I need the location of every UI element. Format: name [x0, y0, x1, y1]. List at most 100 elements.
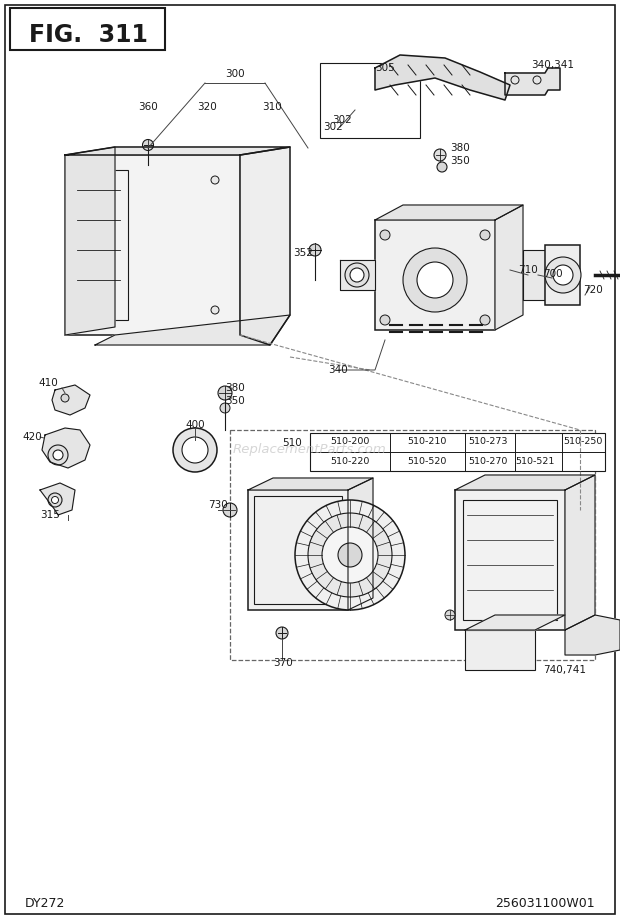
Polygon shape: [340, 260, 375, 290]
Text: 510-250: 510-250: [564, 437, 603, 447]
Circle shape: [434, 149, 446, 161]
Circle shape: [48, 445, 68, 465]
Circle shape: [173, 428, 217, 472]
Circle shape: [545, 257, 581, 293]
Text: 350: 350: [225, 396, 245, 406]
Circle shape: [445, 610, 455, 620]
Polygon shape: [565, 615, 620, 655]
Text: 370: 370: [273, 658, 293, 668]
Polygon shape: [455, 475, 595, 490]
Polygon shape: [65, 147, 290, 155]
Polygon shape: [495, 205, 523, 330]
Circle shape: [350, 268, 364, 282]
Polygon shape: [95, 315, 290, 345]
Text: 302: 302: [332, 115, 352, 125]
Circle shape: [322, 527, 378, 583]
Text: DY272: DY272: [25, 897, 65, 910]
Polygon shape: [240, 147, 290, 345]
Bar: [545, 245, 580, 305]
Circle shape: [295, 500, 405, 610]
Text: 310: 310: [262, 102, 282, 112]
Text: 320: 320: [197, 102, 217, 112]
Text: 360: 360: [138, 102, 158, 112]
Circle shape: [86, 306, 94, 314]
Polygon shape: [565, 475, 595, 630]
Circle shape: [308, 513, 392, 597]
Circle shape: [218, 386, 232, 400]
Text: FIG.  311: FIG. 311: [29, 23, 148, 47]
Text: 315: 315: [40, 510, 60, 520]
Circle shape: [182, 437, 208, 463]
Circle shape: [51, 496, 58, 504]
Circle shape: [86, 176, 94, 184]
Text: 510-200: 510-200: [330, 437, 370, 447]
Circle shape: [143, 140, 154, 151]
Circle shape: [53, 450, 63, 460]
Polygon shape: [375, 205, 523, 220]
Bar: [463, 500, 557, 620]
Circle shape: [48, 493, 62, 507]
Text: 720: 720: [583, 285, 603, 295]
Bar: [320, 63, 420, 138]
Polygon shape: [505, 68, 560, 95]
Text: 302: 302: [323, 122, 343, 132]
Bar: [375, 220, 495, 330]
Bar: [310, 433, 605, 471]
Circle shape: [380, 230, 390, 240]
Text: 510-220: 510-220: [330, 457, 370, 466]
Text: 510-520: 510-520: [407, 457, 446, 466]
Circle shape: [309, 244, 321, 256]
Text: 510-273: 510-273: [468, 437, 508, 447]
Text: 352: 352: [293, 248, 313, 258]
Polygon shape: [348, 478, 373, 610]
Circle shape: [417, 262, 453, 298]
Text: 510-270: 510-270: [468, 457, 508, 466]
Bar: [65, 155, 240, 335]
Text: 305: 305: [375, 63, 395, 73]
Text: 710: 710: [518, 265, 538, 275]
Polygon shape: [465, 615, 565, 630]
Bar: [465, 630, 535, 670]
Circle shape: [480, 315, 490, 325]
Text: 730: 730: [208, 500, 228, 510]
Circle shape: [553, 265, 573, 285]
Circle shape: [211, 176, 219, 184]
Circle shape: [338, 543, 362, 567]
Circle shape: [220, 403, 230, 413]
Text: 300: 300: [225, 69, 245, 79]
Circle shape: [437, 162, 447, 172]
Text: 420: 420: [22, 432, 42, 442]
Circle shape: [211, 306, 219, 314]
Text: 410: 410: [38, 378, 58, 388]
Bar: [455, 490, 565, 630]
Text: ReplacementParts.com: ReplacementParts.com: [233, 444, 387, 457]
Bar: [73, 170, 128, 320]
Circle shape: [276, 627, 288, 639]
Polygon shape: [375, 55, 510, 100]
Circle shape: [61, 394, 69, 402]
Text: 740,741: 740,741: [544, 665, 587, 675]
Text: 400: 400: [185, 420, 205, 430]
Text: 340,341: 340,341: [531, 60, 575, 70]
Circle shape: [223, 503, 237, 517]
Bar: [523, 250, 545, 300]
Text: 340: 340: [328, 365, 348, 375]
Text: 350: 350: [450, 156, 470, 166]
Polygon shape: [42, 428, 90, 468]
Text: 510-210: 510-210: [407, 437, 446, 447]
Bar: [254, 496, 342, 604]
Text: 510: 510: [282, 438, 302, 448]
Circle shape: [403, 248, 467, 312]
Circle shape: [380, 315, 390, 325]
Bar: [230, 430, 595, 660]
Polygon shape: [52, 385, 90, 415]
Text: 380: 380: [225, 383, 245, 393]
Text: 380: 380: [450, 143, 470, 153]
Text: 510-521: 510-521: [515, 457, 555, 466]
Bar: [248, 490, 348, 610]
Text: 700: 700: [543, 269, 563, 279]
Bar: [10, 8, 165, 50]
Polygon shape: [248, 478, 373, 490]
Circle shape: [345, 263, 369, 287]
Text: 256031100W01: 256031100W01: [495, 897, 595, 910]
